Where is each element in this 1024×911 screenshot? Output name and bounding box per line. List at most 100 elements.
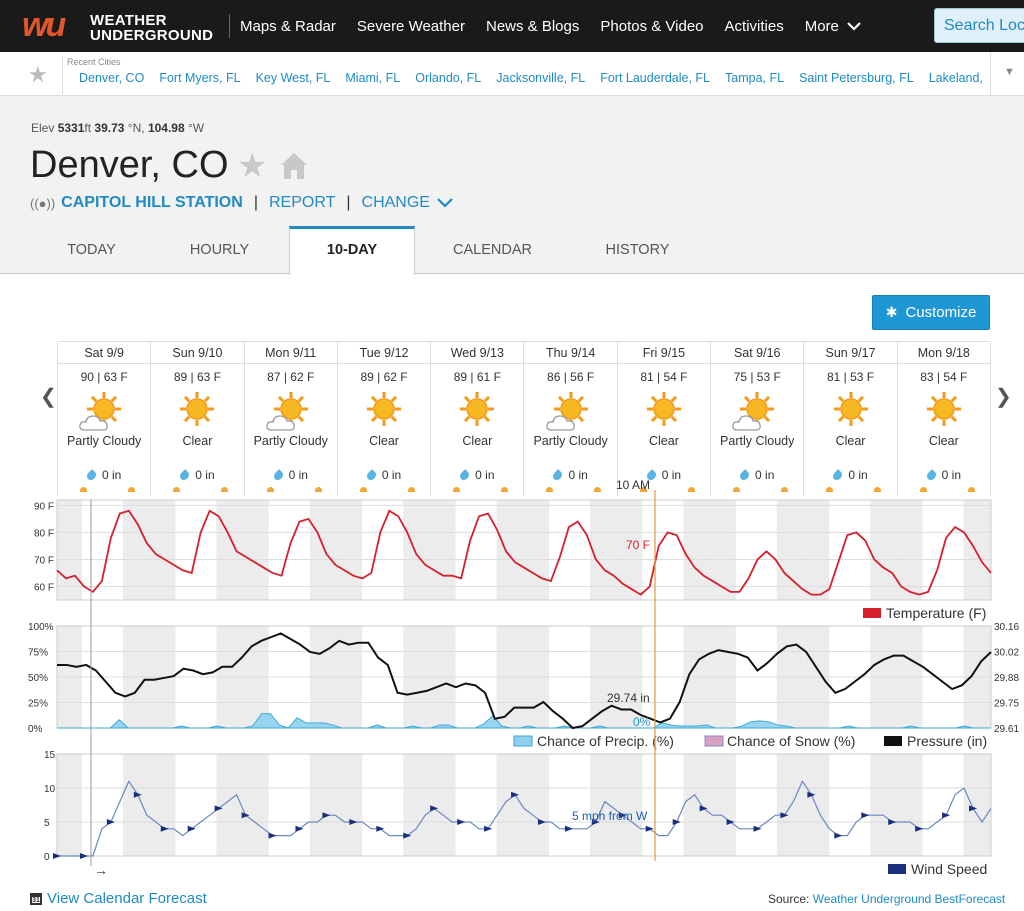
- tab-hourly[interactable]: HOURLY: [189, 242, 250, 258]
- forecast-temps: 89 | 63 F: [173, 370, 222, 384]
- wind-direction-arrow: [807, 791, 816, 798]
- forecast-temps: 90 | 63 F: [80, 370, 128, 384]
- night-shade: [963, 500, 991, 600]
- forecast-temps: 75 | 53 F: [733, 370, 781, 384]
- sunrise-sunset-markers: [58, 487, 150, 495]
- customize-label: Customize: [905, 304, 977, 321]
- forecast-condition: Partly Cloudy: [253, 434, 328, 448]
- tab-calendar[interactable]: CALENDAR: [453, 242, 532, 258]
- wu-logo[interactable]: wu WEATHER UNDERGROUND: [22, 6, 217, 46]
- forecast-condition: Clear: [182, 434, 213, 448]
- favorite-star-icon[interactable]: ★: [237, 147, 268, 185]
- top-nav-bar: wu WEATHER UNDERGROUND Maps & Radar Seve…: [0, 0, 1024, 52]
- night-shade: [430, 754, 456, 856]
- recent-city-link[interactable]: Saint Petersburg, FL: [799, 71, 914, 85]
- sunrise-icon: [80, 487, 87, 492]
- forecast-day[interactable]: Sat 9/9 90 | 63 F Partly Cloudy 0 in: [58, 341, 152, 496]
- forecast-day[interactable]: Wed 9/13 89 | 61 F Clear 0 in: [431, 341, 525, 496]
- forecast-day[interactable]: Thu 9/14 86 | 56 F Partly Cloudy 0 in: [524, 341, 618, 496]
- forecast-day[interactable]: Tue 9/12 89 | 62 F Clear 0 in: [337, 341, 432, 496]
- sunset-icon: [874, 487, 882, 492]
- elevation-coords: Elev 5331ft 39.73 °N, 104.98 °W: [31, 121, 205, 135]
- forecast-day[interactable]: Sat 9/16 75 | 53 F Partly Cloudy 0 in: [711, 341, 805, 496]
- forecast-day[interactable]: Fri 9/15 81 | 54 F Clear 0 in: [617, 341, 712, 496]
- night-shade: [150, 500, 176, 600]
- temperature-legend-label: Temperature (F): [886, 605, 986, 621]
- arrow-right-icon: →: [94, 862, 108, 878]
- night-shade: [524, 754, 549, 856]
- gear-icon: ✱: [885, 304, 898, 320]
- forecast-day[interactable]: Sun 9/10 89 | 63 F Clear 0 in: [151, 341, 245, 496]
- wind-direction-arrow: [430, 805, 439, 812]
- forecast-day-label: Sat 9/9: [58, 341, 151, 364]
- wind-direction-arrow: [511, 791, 520, 798]
- tab-today[interactable]: TODAY: [67, 242, 116, 258]
- night-shade: [243, 500, 269, 600]
- customize-button[interactable]: ✱ Customize: [872, 295, 990, 330]
- tab-history[interactable]: HISTORY: [605, 242, 670, 258]
- broadcast-icon: ((●)): [30, 195, 56, 211]
- forecast-day[interactable]: Mon 9/11 87 | 62 F Partly Cloudy 0 in: [244, 341, 338, 496]
- sunny-icon: [359, 388, 409, 434]
- y-tick-label: 90 F: [34, 501, 54, 512]
- chevron-left-icon[interactable]: ❮: [40, 386, 57, 408]
- recent-city-link[interactable]: Fort Myers, FL: [159, 71, 241, 85]
- night-shade: [804, 754, 830, 856]
- search-input[interactable]: Search Locations: [934, 8, 1024, 43]
- change-station-link[interactable]: CHANGE: [361, 194, 430, 211]
- night-shade: [683, 754, 711, 856]
- recent-city-link[interactable]: Orlando, FL: [415, 71, 482, 85]
- chevron-down-icon[interactable]: [436, 197, 454, 209]
- sunrise-sunset-markers: [338, 487, 430, 495]
- source-link[interactable]: Weather Underground BestForecast: [812, 892, 1006, 906]
- forecast-day[interactable]: Mon 9/18 83 | 54 F Clear 0 in: [897, 341, 991, 496]
- recent-city-link[interactable]: Jacksonville, FL: [496, 71, 586, 85]
- nav-severe-weather[interactable]: Severe Weather: [356, 17, 465, 35]
- sunset-icon: [314, 487, 322, 492]
- nav-maps-radar[interactable]: Maps & Radar: [240, 17, 336, 35]
- nav-activities[interactable]: Activities: [724, 17, 784, 35]
- partly-cloudy-icon: [732, 388, 782, 434]
- star-icon[interactable]: ★: [28, 62, 48, 87]
- nav-photos-video[interactable]: Photos & Video: [600, 17, 704, 35]
- y-tick-label: 25%: [28, 699, 48, 710]
- recent-city-link[interactable]: Miami, FL: [345, 71, 401, 85]
- report-link[interactable]: REPORT: [268, 194, 336, 211]
- recent-city-link[interactable]: Tampa, FL: [725, 71, 785, 85]
- station-link[interactable]: CAPITOL HILL STATION: [61, 194, 243, 211]
- night-shade: [403, 500, 431, 600]
- night-shade: [216, 500, 244, 600]
- sunset-icon: [967, 487, 975, 492]
- forecast-temps: 81 | 53 F: [826, 370, 875, 384]
- sunny-icon: [919, 388, 969, 434]
- recent-city-link[interactable]: Fort Lauderdale, FL: [600, 71, 710, 85]
- sunrise-icon: [453, 487, 461, 492]
- forecast-day[interactable]: Sun 9/17 81 | 53 F Clear 0 in: [804, 341, 898, 496]
- home-icon[interactable]: [279, 151, 309, 181]
- pressure-line: [57, 632, 992, 730]
- y-tick-label: 70 F: [34, 555, 54, 566]
- forecast-condition: Partly Cloudy: [720, 434, 795, 448]
- wind-direction-arrow: [537, 819, 546, 825]
- chevron-right-icon[interactable]: ❯: [995, 386, 1012, 408]
- recent-city-link[interactable]: Denver, CO: [79, 71, 145, 85]
- night-shade: [496, 754, 524, 856]
- sunrise-icon: [919, 487, 927, 492]
- recent-city-link[interactable]: Key West, FL: [255, 71, 331, 85]
- nav-news-blogs[interactable]: News & Blogs: [486, 17, 580, 35]
- caret-down-icon[interactable]: ▼: [990, 52, 1024, 96]
- sunset-icon: [781, 487, 789, 492]
- night-shade: [710, 754, 736, 856]
- sunrise-icon: [733, 487, 741, 492]
- view-calendar-link[interactable]: 31 View Calendar Forecast: [30, 890, 207, 907]
- night-shade: [776, 500, 805, 600]
- recent-city-link[interactable]: Lakeland,: [928, 71, 983, 85]
- night-shade: [243, 754, 269, 856]
- nav-more[interactable]: More: [805, 18, 861, 35]
- wind-direction-arrow: [133, 791, 142, 798]
- tab-10-day[interactable]: 10-DAY: [289, 226, 415, 275]
- temperature-line: [56, 509, 992, 596]
- y2-tick-label: 29.88: [994, 673, 1019, 684]
- wind-direction-arrow: [942, 812, 951, 819]
- y-tick-label: 0: [44, 852, 50, 863]
